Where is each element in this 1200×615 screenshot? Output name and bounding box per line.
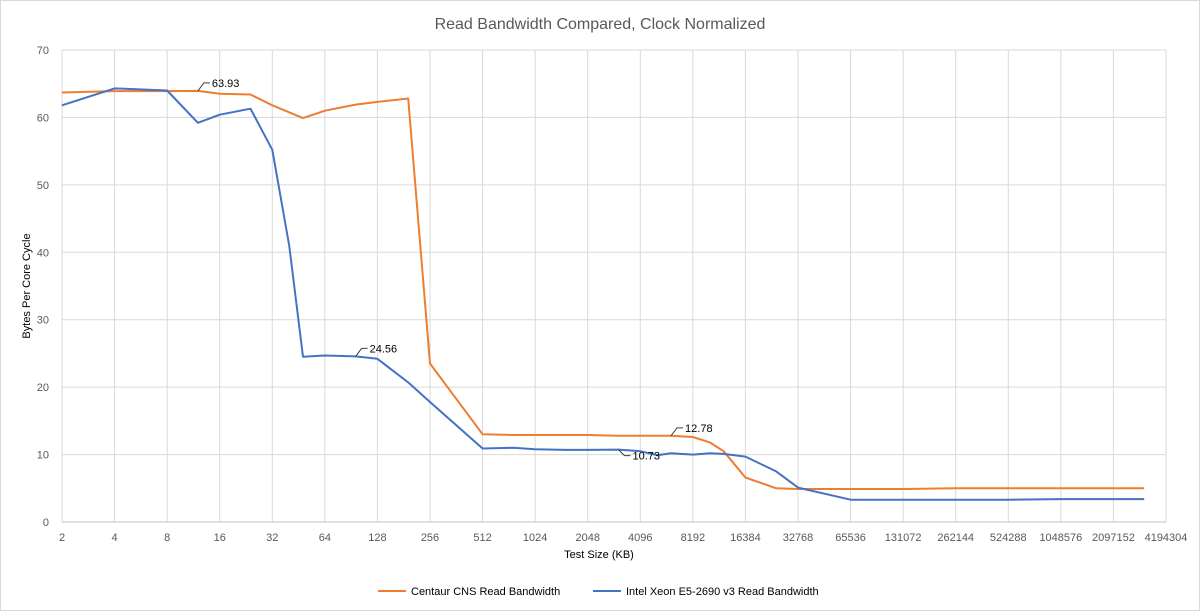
- x-tick-label: 8192: [681, 532, 705, 544]
- y-axis-title: Bytes Per Core Cycle: [21, 233, 33, 338]
- y-tick-label: 60: [37, 112, 49, 124]
- gridlines: [61, 49, 1167, 523]
- x-tick-label: 1024: [523, 532, 547, 544]
- data-label-leader: [618, 449, 631, 457]
- x-tick-label: 4: [112, 532, 118, 544]
- data-labels: 63.93 24.56 12.78 10.73: [197, 78, 713, 463]
- data-label: 10.73: [632, 451, 660, 463]
- data-label: 24.56: [370, 343, 398, 355]
- legend-label-intel: Intel Xeon E5-2690 v3 Read Bandwidth: [626, 586, 819, 598]
- y-tick-label: 20: [37, 382, 49, 394]
- x-tick-label: 4096: [628, 532, 652, 544]
- x-tick-label: 262144: [937, 532, 974, 544]
- x-tick-label: 131072: [885, 532, 922, 544]
- x-tick-label: 2048: [575, 532, 599, 544]
- x-tick-label: 2097152: [1092, 532, 1135, 544]
- x-tick-label: 1048576: [1039, 532, 1082, 544]
- x-tick-label: 524288: [990, 532, 1027, 544]
- y-tick-label: 70: [37, 45, 49, 57]
- y-tick-label: 50: [37, 180, 49, 192]
- data-label-leader: [355, 347, 368, 357]
- chart-title: Read Bandwidth Compared, Clock Normalize…: [435, 16, 766, 33]
- x-tick-label: 32: [266, 532, 278, 544]
- y-tick-label: 40: [37, 247, 49, 259]
- y-axis-ticks: 0 10 20 30 40 50 60 70: [37, 45, 49, 529]
- x-axis-ticks: 2 4 8 16 32 64 128 256 512 1024 2048 4096 8192 16384 3…: [59, 532, 1187, 544]
- series-line-0: [61, 89, 1145, 490]
- data-label: 12.78: [685, 423, 713, 435]
- x-tick-label: 128: [368, 532, 386, 544]
- x-tick-label: 512: [473, 532, 491, 544]
- legend-label-centaur: Centaur CNS Read Bandwidth: [411, 586, 560, 598]
- x-tick-label: 4194304: [1145, 532, 1188, 544]
- x-tick-label: 32768: [783, 532, 814, 544]
- x-tick-label: 8: [164, 532, 170, 544]
- data-label: 63.93: [212, 78, 240, 90]
- series-lines: [61, 87, 1145, 501]
- y-tick-label: 10: [37, 450, 49, 462]
- legend: Centaur CNS Read Bandwidth Intel Xeon E5…: [378, 586, 819, 598]
- x-tick-label: 65536: [835, 532, 866, 544]
- x-tick-label: 16: [214, 532, 226, 544]
- data-label-leader: [197, 82, 210, 92]
- series-line-1: [61, 87, 1145, 501]
- x-tick-label: 64: [319, 532, 331, 544]
- y-tick-label: 0: [43, 517, 49, 529]
- x-tick-label: 16384: [730, 532, 761, 544]
- x-tick-label: 256: [421, 532, 439, 544]
- x-axis-title: Test Size (KB): [564, 549, 634, 561]
- y-tick-label: 30: [37, 315, 49, 327]
- x-tick-label: 2: [59, 532, 65, 544]
- data-label-leader: [670, 427, 684, 437]
